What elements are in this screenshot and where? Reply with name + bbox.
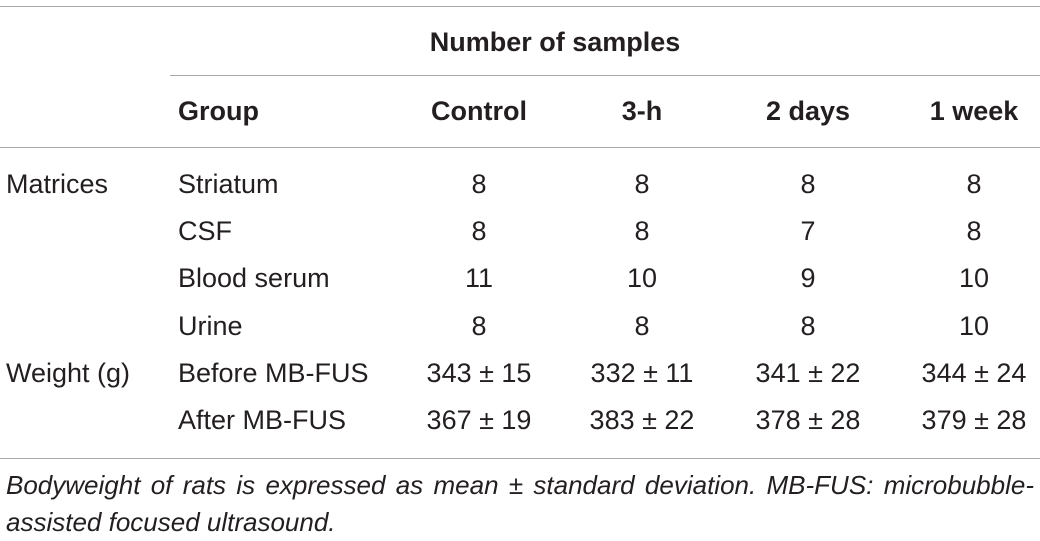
cell-control: 343 ± 15 xyxy=(426,358,532,388)
cell-control: 8 xyxy=(471,169,487,199)
row-category: Weight (g) xyxy=(6,358,131,388)
spanner-rule xyxy=(170,75,1040,76)
cell-3h: 332 ± 11 xyxy=(590,358,694,388)
table-footnote: Bodyweight of rats is expressed as mean … xyxy=(6,470,1034,537)
cell-1-week: 344 ± 24 xyxy=(921,358,1027,388)
top-rule xyxy=(0,6,1040,7)
cell-3h: 383 ± 22 xyxy=(589,405,695,435)
row-category: Matrices xyxy=(6,169,109,199)
cell-1-week: 379 ± 28 xyxy=(921,405,1027,435)
cell-3h: 10 xyxy=(626,263,658,293)
row-group: Urine xyxy=(178,311,243,341)
row-group: Blood serum xyxy=(178,263,330,293)
cell-3h: 8 xyxy=(634,169,650,199)
header-2-days: 2 days xyxy=(765,96,851,126)
cell-control: 8 xyxy=(471,311,487,341)
cell-control: 367 ± 19 xyxy=(426,405,532,435)
cell-control: 8 xyxy=(471,216,487,246)
cell-2-days: 8 xyxy=(800,311,816,341)
row-group: Before MB-FUS xyxy=(178,358,369,388)
header-control: Control xyxy=(431,96,527,126)
header-3h: 3-h xyxy=(621,96,663,126)
cell-2-days: 8 xyxy=(800,169,816,199)
cell-3h: 8 xyxy=(634,216,650,246)
cell-2-days: 9 xyxy=(800,263,816,293)
cell-2-days: 341 ± 22 xyxy=(755,358,861,388)
cell-1-week: 10 xyxy=(958,263,990,293)
header-group: Group xyxy=(178,96,259,126)
cell-2-days: 7 xyxy=(800,216,816,246)
cell-1-week: 10 xyxy=(958,311,990,341)
cell-1-week: 8 xyxy=(966,216,982,246)
cell-3h: 8 xyxy=(634,311,650,341)
header-1-week: 1 week xyxy=(929,96,1019,126)
row-group: Striatum xyxy=(178,169,279,199)
header-rule xyxy=(0,147,1040,148)
bottom-rule xyxy=(0,458,1040,459)
cell-1-week: 8 xyxy=(966,169,982,199)
row-group: CSF xyxy=(178,216,232,246)
cell-2-days: 378 ± 28 xyxy=(755,405,861,435)
cell-control: 11 xyxy=(464,263,494,293)
row-group: After MB-FUS xyxy=(178,405,347,435)
spanner-header: Number of samples xyxy=(429,27,681,57)
